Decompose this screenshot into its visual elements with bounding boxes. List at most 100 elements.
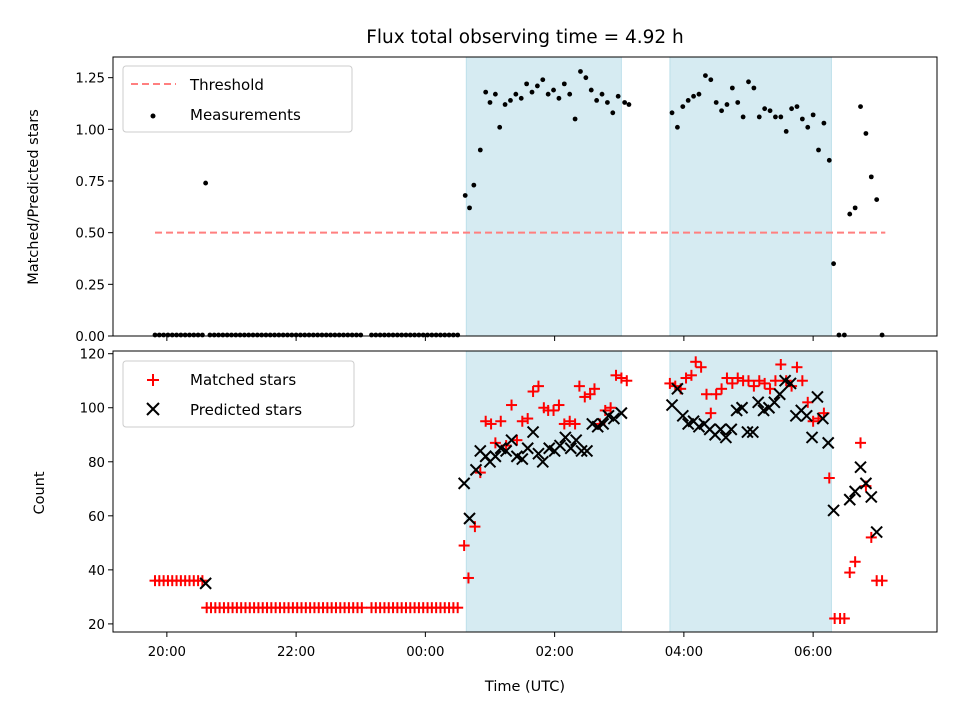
predicted-star-marker [816, 412, 830, 425]
y-tick-label: 80 [88, 456, 105, 471]
matched-star-marker [695, 361, 707, 373]
measurement-point [497, 124, 503, 130]
measurement-point [373, 332, 379, 338]
measurement-point [216, 332, 221, 338]
matched-star-marker [769, 375, 781, 387]
predicted-star-marker [859, 477, 873, 490]
measurement-point [713, 100, 719, 105]
measurement-point [390, 332, 396, 338]
measurement-point [578, 69, 583, 74]
measurement-point [165, 332, 171, 338]
measurement-point [369, 332, 374, 338]
predicted-star-marker [714, 423, 727, 436]
matched-star-marker [759, 377, 771, 389]
predicted-star-marker [665, 398, 679, 412]
measurement-point [442, 332, 448, 338]
measurement-point [879, 332, 885, 338]
matched-star-marker [716, 383, 728, 395]
measurement-point [551, 87, 556, 93]
matched-star-marker [721, 372, 733, 384]
shaded-interval [465, 350, 622, 633]
matched-star-marker [495, 415, 507, 427]
matched-star-marker [458, 540, 470, 552]
matched-star-marker [548, 404, 560, 416]
measurement-point [534, 83, 540, 89]
measurement-point [847, 211, 853, 217]
measurement-point [416, 332, 422, 338]
x-tick-label: 22:00 [277, 645, 315, 660]
measurement-point [433, 332, 439, 338]
measurement-point [735, 100, 741, 105]
predicted-star-marker [827, 504, 840, 517]
bottom-y-axis-label: Count [32, 471, 48, 514]
top-axes-frame [112, 56, 938, 337]
measurement-point [394, 332, 400, 338]
measurement-point [345, 332, 351, 338]
measurement-point [254, 332, 260, 338]
measurement-point [471, 182, 477, 188]
x-tick-label: 02:00 [535, 645, 573, 660]
measurement-point [588, 87, 594, 93]
measurement-point [191, 332, 197, 338]
measurement-point [246, 332, 252, 338]
matched-star-marker [356, 602, 368, 614]
measurement-point [377, 332, 383, 338]
measurement-point [540, 77, 546, 83]
predicted-star-marker [559, 431, 572, 444]
bottom-legend: Matched stars Predicted stars [122, 360, 355, 428]
measurement-point [483, 89, 489, 95]
measurement-point [799, 116, 805, 122]
matched-star-marker [527, 386, 539, 398]
y-tick-label: 1.25 [75, 72, 105, 87]
measurement-point [358, 332, 364, 338]
measurement-point [794, 104, 800, 109]
measurement-point [237, 332, 243, 338]
measurement-point [203, 180, 209, 186]
measurement-point [615, 93, 621, 99]
measurement-point [605, 100, 610, 105]
measurement-point [868, 174, 874, 180]
measurement-point [836, 332, 842, 338]
measurement-point [386, 332, 392, 338]
measurement-point [152, 332, 158, 338]
y-tick-label: 1.00 [75, 123, 105, 138]
y-tick-label: 0.50 [75, 227, 105, 242]
predicted-star-marker [671, 382, 684, 396]
predicted-star-marker [521, 442, 534, 455]
matched-star-marker [588, 383, 600, 395]
predicted-star-marker [854, 460, 867, 474]
measurement-point [852, 205, 858, 211]
measurement-point [349, 332, 355, 338]
measurement-point [599, 91, 605, 97]
legend-matched-swatch [147, 374, 159, 386]
measurement-point [250, 332, 256, 338]
shaded-interval [669, 56, 832, 337]
measurement-point [272, 332, 277, 338]
measurement-point [267, 332, 273, 338]
matched-star-marker [791, 361, 803, 373]
predicted-star-marker [580, 444, 594, 458]
bottom-panel: 20 40 60 80 100 120 20:00 22:00 00:00 02:00 04:00… [32, 348, 938, 695]
legend-predicted-label: Predicted stars [190, 401, 302, 419]
matched-star-marker [700, 388, 712, 400]
measurement-point [810, 112, 816, 118]
matched-star-marker [823, 472, 835, 484]
measurement-point [626, 102, 632, 107]
measurement-point [224, 332, 230, 338]
matched-star-marker [775, 359, 787, 371]
measurement-point [336, 332, 342, 338]
measurement-point [826, 157, 832, 163]
predicted-star-marker [469, 463, 483, 477]
measurement-point [610, 110, 616, 116]
matched-star-marker [553, 399, 565, 411]
predicted-star-marker [773, 388, 786, 401]
predicted-star-marker [505, 433, 518, 447]
measurement-point [156, 332, 162, 338]
measurement-point [420, 332, 426, 338]
measurement-point [263, 332, 269, 338]
matched-star-marker [855, 437, 867, 449]
y-tick-label: 60 [88, 510, 105, 525]
bottom-shaded-regions [465, 350, 832, 633]
predicted-star-marker [822, 436, 835, 450]
measurement-point [583, 75, 589, 81]
